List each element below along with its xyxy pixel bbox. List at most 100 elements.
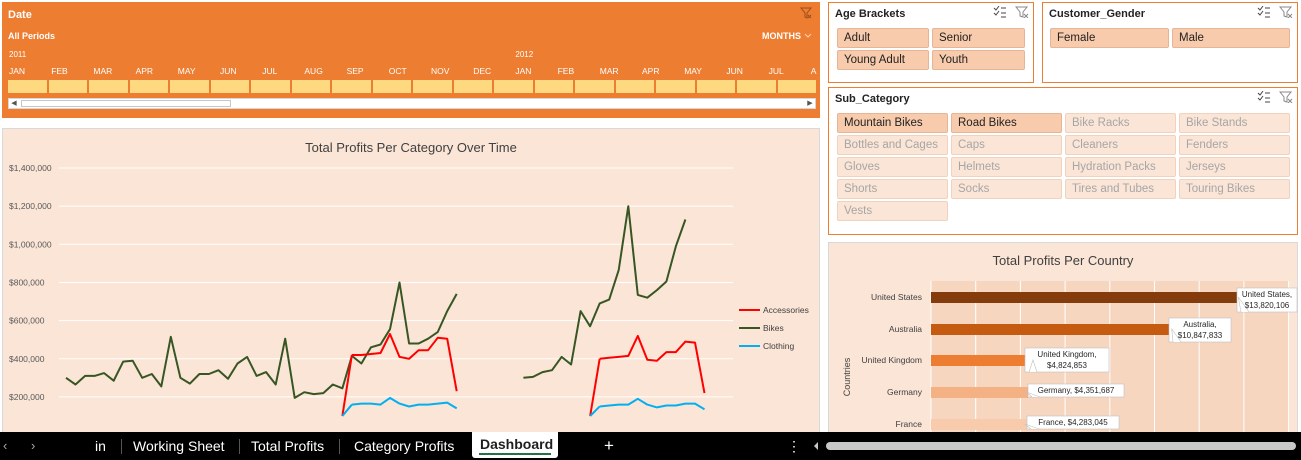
slicer-item-road-bikes[interactable]: Road Bikes	[951, 113, 1062, 133]
timeline-month-label: FEB	[557, 66, 575, 76]
series-line-clothing[interactable]	[351, 396, 458, 410]
timeline-period-bar[interactable]	[453, 80, 492, 93]
series-line-clothing[interactable]	[341, 403, 353, 417]
slicer-item-adult[interactable]: Adult	[837, 28, 929, 48]
timeline-period-bar[interactable]	[332, 80, 371, 93]
slicer-item-bottles-and-cages[interactable]: Bottles and Cages	[837, 135, 948, 155]
multi-select-icon[interactable]	[993, 6, 1007, 18]
slicer-item-gloves[interactable]: Gloves	[837, 157, 948, 177]
slicer-item-jerseys[interactable]: Jerseys	[1179, 157, 1290, 177]
data-label-box	[1168, 317, 1232, 343]
series-line-accessories[interactable]	[589, 358, 601, 417]
next-sheet-icon[interactable]: ›	[31, 438, 36, 453]
profits-per-category-chart[interactable]: Total Profits Per Category Over Time $200…	[2, 128, 820, 438]
timeline-period-bar[interactable]	[615, 80, 654, 93]
timeline-scrollbar[interactable]: ◀ ▶	[8, 98, 816, 109]
tab-category-profits[interactable]: Category Profits	[354, 438, 455, 454]
slicer-item-mountain-bikes[interactable]: Mountain Bikes	[837, 113, 948, 133]
slicer-item-female[interactable]: Female	[1050, 28, 1169, 48]
slicer-item-caps[interactable]: Caps	[951, 135, 1062, 155]
timeline-period-bar[interactable]	[413, 80, 452, 93]
slicer-item-bike-stands[interactable]: Bike Stands	[1179, 113, 1290, 133]
slicer-item-helmets[interactable]: Helmets	[951, 157, 1062, 177]
timeline-scroll-thumb[interactable]	[21, 100, 231, 107]
scroll-thumb[interactable]	[826, 442, 1296, 450]
slicer-item-youth[interactable]: Youth	[932, 50, 1025, 70]
slicer-item-tires-and-tubes[interactable]: Tires and Tubes	[1065, 179, 1176, 199]
scroll-left-icon[interactable]: ◀	[11, 100, 17, 107]
slicer-item-young-adult[interactable]: Young Adult	[837, 50, 929, 70]
timeline-period-bar[interactable]	[8, 80, 47, 93]
tab-total-profits[interactable]: Total Profits	[251, 438, 325, 454]
bar-united-kingdom[interactable]	[931, 355, 1039, 366]
clear-filter-icon[interactable]	[1015, 6, 1029, 18]
slicer-item-senior[interactable]: Senior	[932, 28, 1025, 48]
clear-filter-icon[interactable]	[800, 7, 812, 19]
slicer-item-bike-racks[interactable]: Bike Racks	[1065, 113, 1176, 133]
series-line-bikes[interactable]	[65, 281, 458, 399]
timeline-level-selector[interactable]: MONTHS	[762, 31, 812, 41]
timeline-period-bar[interactable]	[48, 80, 87, 93]
bar-germany[interactable]	[931, 387, 1029, 398]
timeline-period-bar[interactable]	[372, 80, 411, 93]
series-line-accessories[interactable]	[351, 333, 458, 392]
chart-title: Total Profits Per Category Over Time	[305, 140, 517, 155]
chevron-down-icon	[804, 33, 812, 38]
timeline-period-bar[interactable]	[494, 80, 533, 93]
date-timeline-slicer[interactable]: Date All Periods MONTHS ◀ ▶ JAN FEB MAR APR…	[2, 2, 820, 118]
timeline-period-bars[interactable]	[8, 80, 816, 93]
clear-filter-icon[interactable]	[1279, 91, 1293, 103]
slicer-item-touring-bikes[interactable]: Touring Bikes	[1179, 179, 1290, 199]
series-line-clothing[interactable]	[589, 405, 601, 417]
timeline-period-bar[interactable]	[210, 80, 249, 93]
timeline-period-bar[interactable]	[575, 80, 614, 93]
tab-dashboard[interactable]: Dashboard	[472, 432, 558, 458]
timeline-periods-label: All Periods	[8, 31, 56, 41]
y-tick-label: $1,200,000	[9, 201, 52, 211]
timeline-period-bar[interactable]	[534, 80, 573, 93]
scroll-left-icon[interactable]	[812, 441, 820, 451]
bar-australia[interactable]	[931, 324, 1174, 335]
multi-select-icon[interactable]	[1257, 91, 1271, 103]
timeline-period-bar[interactable]	[291, 80, 330, 93]
timeline-period-bar[interactable]	[170, 80, 209, 93]
timeline-period-bar[interactable]	[656, 80, 695, 93]
timeline-period-bar[interactable]	[696, 80, 735, 93]
timeline-month-label: JUN	[726, 66, 743, 76]
series-line-clothing[interactable]	[599, 397, 706, 411]
timeline-period-bar[interactable]	[777, 80, 816, 93]
slicer-item-male[interactable]: Male	[1172, 28, 1290, 48]
timeline-period-bar[interactable]	[251, 80, 290, 93]
slicer-item-fenders[interactable]: Fenders	[1179, 135, 1290, 155]
multi-select-icon[interactable]	[1257, 6, 1271, 18]
series-line-accessories[interactable]	[341, 354, 353, 417]
bar-france[interactable]	[931, 419, 1027, 430]
slicer-item-hydration-packs[interactable]: Hydration Packs	[1065, 157, 1176, 177]
timeline-month-label: NOV	[431, 66, 450, 76]
slicer-item-cleaners[interactable]: Cleaners	[1065, 135, 1176, 155]
timeline-period-bar[interactable]	[737, 80, 776, 93]
sheet-tab-partial[interactable]: in	[95, 438, 106, 454]
clear-filter-icon[interactable]	[1279, 6, 1293, 18]
horizontal-scrollbar[interactable]	[812, 441, 1296, 451]
slicer-item-vests[interactable]: Vests	[837, 201, 948, 221]
add-sheet-button[interactable]: +	[604, 436, 614, 455]
prev-sheet-icon[interactable]: ‹	[3, 438, 8, 453]
more-options-icon[interactable]: ⋮	[787, 438, 801, 454]
tab-working-sheet[interactable]: Working Sheet	[133, 438, 225, 454]
bar-united-states[interactable]	[931, 292, 1241, 303]
series-line-bikes[interactable]	[523, 205, 687, 379]
timeline-period-bar[interactable]	[89, 80, 128, 93]
timeline-month-label: JUL	[768, 66, 784, 76]
series-line-accessories[interactable]	[599, 334, 706, 394]
timeline-month-label: SEP	[346, 66, 364, 76]
chart-title: Total Profits Per Country	[993, 253, 1134, 268]
timeline-month-label: A	[810, 66, 817, 76]
timeline-period-bar[interactable]	[129, 80, 168, 93]
slicer-item-socks[interactable]: Socks	[951, 179, 1062, 199]
profits-per-country-chart[interactable]: Total Profits Per Country Countries United…	[828, 242, 1298, 439]
category-label: France	[896, 419, 923, 429]
slicer-item-shorts[interactable]: Shorts	[837, 179, 948, 199]
scroll-right-icon[interactable]: ▶	[807, 100, 813, 107]
